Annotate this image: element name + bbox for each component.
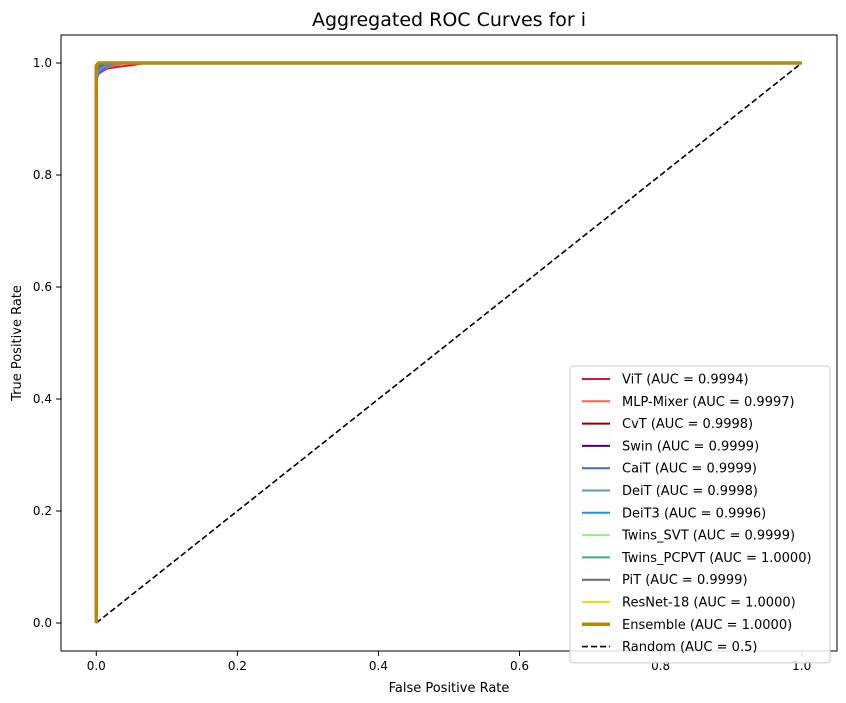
legend-label: Random (AUC = 0.5) [622,640,757,655]
legend-label: CaiT (AUC = 0.9999) [622,462,757,477]
x-tick-label: 0.2 [228,659,247,673]
y-axis-label: True Positive Rate [10,285,25,402]
y-tick-label: 1.0 [33,56,52,70]
legend-label: ViT (AUC = 0.9994) [622,373,749,388]
plot-lines [94,61,803,624]
y-tick-label: 0.2 [33,504,52,518]
y-tick-label: 0.6 [33,280,52,294]
y-tick-label: 0.0 [33,616,52,630]
legend-label: Twins_SVT (AUC = 0.9999) [621,529,795,544]
x-tick-label: 0.4 [369,659,388,673]
y-tick-label: 0.8 [33,168,52,182]
legend-label: Ensemble (AUC = 1.0000) [622,618,792,633]
legend-label: DeiT (AUC = 0.9998) [622,484,758,499]
legend-box [569,365,831,664]
chart-title: Aggregated ROC Curves for i [312,9,586,31]
legend-label: CvT (AUC = 0.9998) [622,417,753,432]
legend-label: Twins_PCPVT (AUC = 1.0000) [621,551,812,566]
legend-label: PiT (AUC = 0.9999) [622,573,748,588]
legend: ViT (AUC = 0.9994) MLP-Mixer (AUC = 0.999… [569,365,831,664]
legend-label: DeiT3 (AUC = 0.9996) [622,506,766,521]
legend-label: MLP-Mixer (AUC = 0.9997) [622,395,795,410]
x-tick-label: 0.0 [87,659,106,673]
series-line-random [95,62,803,624]
series-line-ensemble [94,61,802,623]
x-tick-label: 0.6 [510,659,529,673]
plot-frame [60,34,838,652]
legend-label: Swin (AUC = 0.9999) [622,439,759,454]
legend-label: ResNet-18 (AUC = 1.0000) [622,596,796,611]
x-axis-label: False Positive Rate [389,681,510,696]
y-tick-label: 0.4 [33,392,52,406]
